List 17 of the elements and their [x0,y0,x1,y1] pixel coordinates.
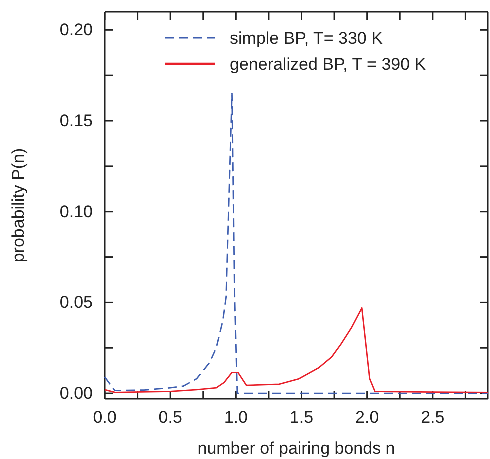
y-tick-label: 0.00 [60,384,93,403]
x-tick-label: 1.5 [290,408,314,428]
y-tick-label: 0.10 [60,202,93,222]
x-tick-label: 0.0 [93,408,117,428]
x-tick-label: 2.5 [421,408,445,428]
y-tick-label: 0.20 [60,20,93,40]
y-tick-label: 0.05 [60,293,93,312]
y-axis-title: probability P(n) [9,148,28,263]
x-axis-title: number of pairing bonds n [198,439,396,458]
x-tick-label: 2.0 [356,408,380,428]
legend-label: simple BP, T= 330 K [230,29,384,48]
x-tick-label: 1.0 [224,408,248,428]
line-series [104,93,489,394]
x-tick-label: 0.5 [158,408,182,428]
line-series [104,307,489,394]
y-tick-label: 0.15 [60,111,93,130]
legend-label: generalized BP, T = 390 K [230,55,427,74]
